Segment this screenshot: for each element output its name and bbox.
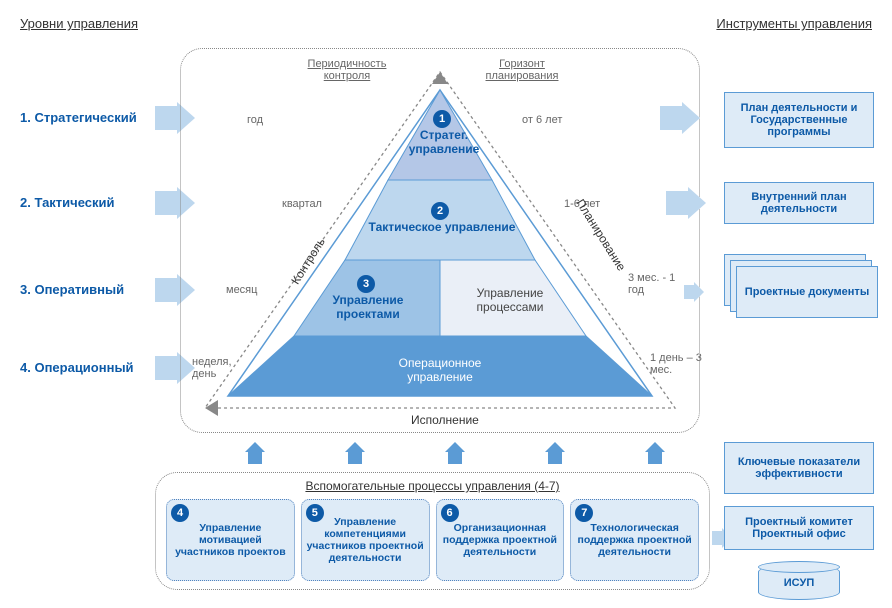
instr-internal-plan: Внутренний план деятельности [724,182,874,224]
aux-item-4: 4 Управление мотивацией участников проек… [166,499,295,581]
aux-item-7-label: Технологическая поддержка проектной деят… [575,522,694,558]
badge-3: 3 [357,275,375,293]
aux-item-4-label: Управление мотивацией участников проекто… [171,522,290,558]
instr-committee-label: Проектный комитет Проектный офис [729,516,869,540]
instr-project-docs: Проектные документы [724,254,874,318]
instr-kpi: Ключевые показатели эффективности [724,442,874,494]
header-levels: Уровни управления [20,16,138,31]
aux-item-5: 5 Управление компетенциями участников пр… [301,499,430,581]
instr-committee: Проектный комитет Проектный офис [724,506,874,550]
level-tactical: 2. Тактический [20,195,115,210]
badge-1: 1 [433,110,451,128]
pyramid-layer-2: 2 Тактическое управление [352,202,532,234]
badge-5: 5 [306,504,324,522]
instr-plan: План деятельности и Государственные прог… [724,92,874,148]
pyramid-layer-3-left: 3 Управление проектами [308,275,428,321]
pyramid-layer-4: Операционное управление [360,356,520,384]
layer1-title2: управление [409,142,480,156]
instr-kpi-label: Ключевые показатели эффективности [729,456,869,480]
layer4-title2: управление [407,370,473,384]
level-operational: 4. Операционный [20,360,134,375]
aux-item-6: 6 Организационная поддержка проектной де… [436,499,565,581]
layer3-left-title2: проектами [336,307,399,321]
layer3-right-title2: процессами [477,300,544,314]
aux-title: Вспомогательные процессы управления (4-7… [156,479,709,493]
badge-4: 4 [171,504,189,522]
badge-7: 7 [575,504,593,522]
aux-container: Вспомогательные процессы управления (4-7… [155,472,710,590]
aux-item-6-label: Организационная поддержка проектной деят… [441,522,560,558]
pyramid-layer-3-right: Управление процессами [450,286,570,314]
layer2-title: Тактическое управление [369,220,516,234]
layer3-left-title1: Управление [333,293,404,307]
instr-plan-label: План деятельности и Государственные прог… [729,102,869,138]
instr-project-docs-label: Проектные документы [745,286,869,298]
instr-internal-plan-label: Внутренний план деятельности [729,191,869,215]
pyramid-layer-1: 1 Стратег. управление [398,110,490,156]
level-operative: 3. Оперативный [20,282,124,297]
layer4-title1: Операционное [399,356,482,370]
badge-2: 2 [431,202,449,220]
level-strategic: 1. Стратегический [20,110,137,125]
header-instruments: Инструменты управления [716,16,872,31]
instr-isup-label: ИСУП [784,577,814,589]
layer1-title1: Стратег. [420,128,468,142]
instr-isup: ИСУП [758,564,840,600]
side-execution: Исполнение [411,413,479,427]
aux-items: 4 Управление мотивацией участников проек… [156,493,709,587]
layer3-right-title1: Управление [477,286,544,300]
aux-item-7: 7 Технологическая поддержка проектной де… [570,499,699,581]
aux-item-5-label: Управление компетенциями участников прое… [306,516,425,564]
badge-6: 6 [441,504,459,522]
